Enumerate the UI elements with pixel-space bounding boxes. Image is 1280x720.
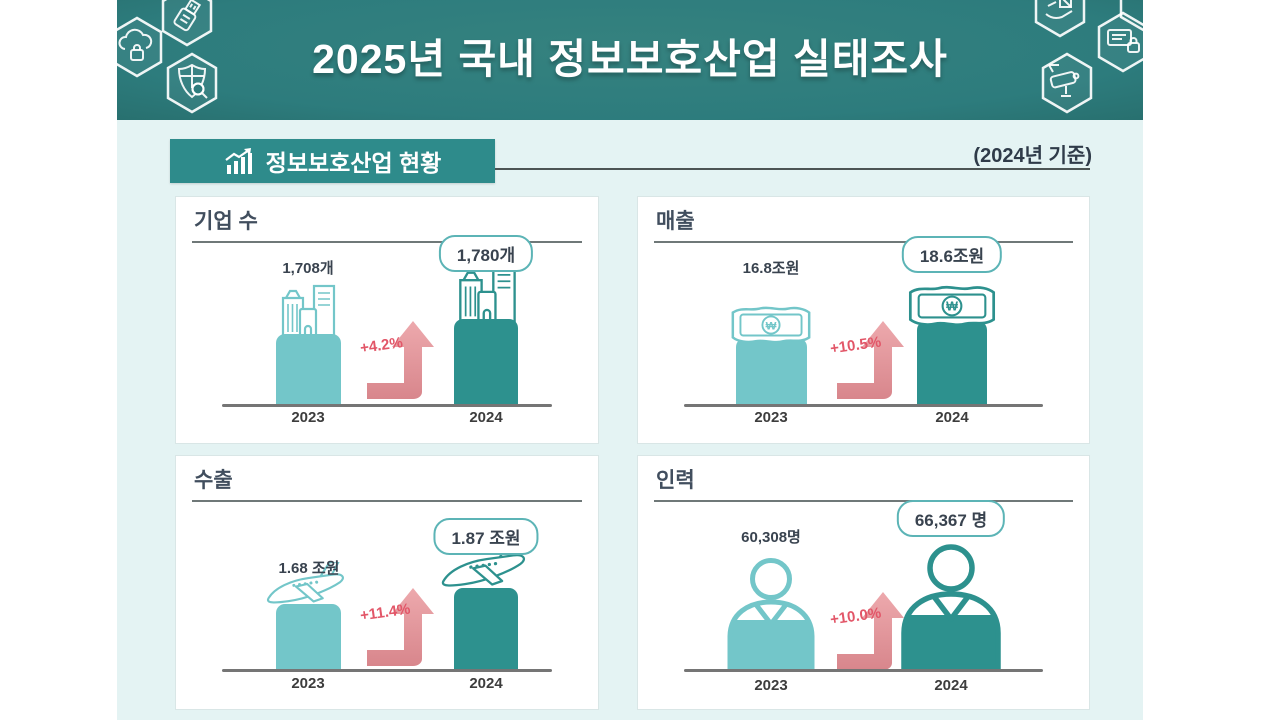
person-icon [727,558,815,669]
axis-line [684,669,1043,672]
up-arrow-icon [837,592,904,670]
panel-title-underline [654,241,1073,243]
bar-2023 [276,604,341,669]
panel-title: 기업 수 [194,210,258,233]
panel-companies: 기업 수 [175,196,599,444]
device-lock-icon [1097,11,1143,73]
axis-line [222,669,552,672]
panel-title: 매출 [656,210,695,233]
growth-arrow: +4.2% [359,313,444,401]
axis-line [222,404,552,407]
svg-text:₩: ₩ [766,320,777,332]
buildings-icon [281,284,336,340]
cctv-camera-icon [1041,52,1093,114]
panel-revenue: 매출 ₩ ₩ 16.8조원 18.6조원 [637,196,1090,444]
value-2024-bubble: 18.6조원 [901,236,1003,273]
bar-2024 [454,588,518,669]
panel-title-underline [192,241,582,243]
year-label-2023: 2023 [754,409,788,426]
value-2023: 1.68 조원 [278,560,340,577]
banknote-won-icon: ₩ [731,306,811,344]
panel-title: 수출 [194,469,233,492]
axis-line [684,404,1043,407]
section-divider-line [495,168,1090,170]
growth-arrow: +11.4% [359,580,444,668]
growth-chart-icon [224,147,252,174]
year-label-2024: 2024 [469,675,503,692]
person-icon [901,544,1001,669]
year-label-2024: 2024 [469,409,503,426]
value-2023: 1,708개 [282,260,334,277]
section-header: 정보보호산업 현황 [170,139,495,183]
hexagon-outline-icon [1119,0,1143,32]
bar-2024 [917,321,987,404]
content-area: 2025년 국내 정보보호산업 실태조사 [117,0,1143,720]
section-title: 정보보호산업 현황 [265,150,442,176]
hand-cube-icon [1034,0,1086,38]
value-2023: 60,308명 [741,529,801,546]
panel-workforce: 인력 60,308명 66,36 [637,455,1090,710]
up-arrow-icon [367,321,434,399]
usb-drive-icon [161,0,213,47]
value-2024-bubble: 1,780개 [438,235,534,272]
bar-2023 [736,338,807,404]
panel-exports: 수출 [175,455,599,710]
main-title: 2025년 국내 정보보호산업 실태조사 [312,36,948,82]
buildings-icon [459,266,516,325]
value-2024-bubble: 66,367 명 [896,500,1006,537]
airplane-icon [266,562,344,604]
panel-title-underline [654,500,1073,502]
svg-text:₩: ₩ [946,300,958,314]
year-label-2023: 2023 [291,409,325,426]
header-banner: 2025년 국내 정보보호산업 실태조사 [117,0,1143,120]
basis-note: (2024년 기준) [973,145,1092,167]
up-arrow-icon [367,588,434,666]
up-arrow-icon [837,321,904,399]
bar-2023 [276,334,341,404]
bar-2024 [454,319,518,404]
panel-title-underline [192,500,582,502]
shield-search-icon [166,52,218,114]
value-2023: 16.8조원 [742,260,800,277]
cloud-lock-icon [117,16,163,78]
value-2024-bubble: 1.87 조원 [433,518,539,555]
growth-arrow: +10.0% [829,584,914,672]
growth-arrow: +10.5% [829,313,914,401]
year-label-2023: 2023 [291,675,325,692]
year-label-2024: 2024 [934,677,968,694]
year-label-2024: 2024 [935,409,969,426]
banknote-won-icon: ₩ [908,285,996,327]
year-label-2023: 2023 [754,677,788,694]
panel-title: 인력 [656,469,695,492]
